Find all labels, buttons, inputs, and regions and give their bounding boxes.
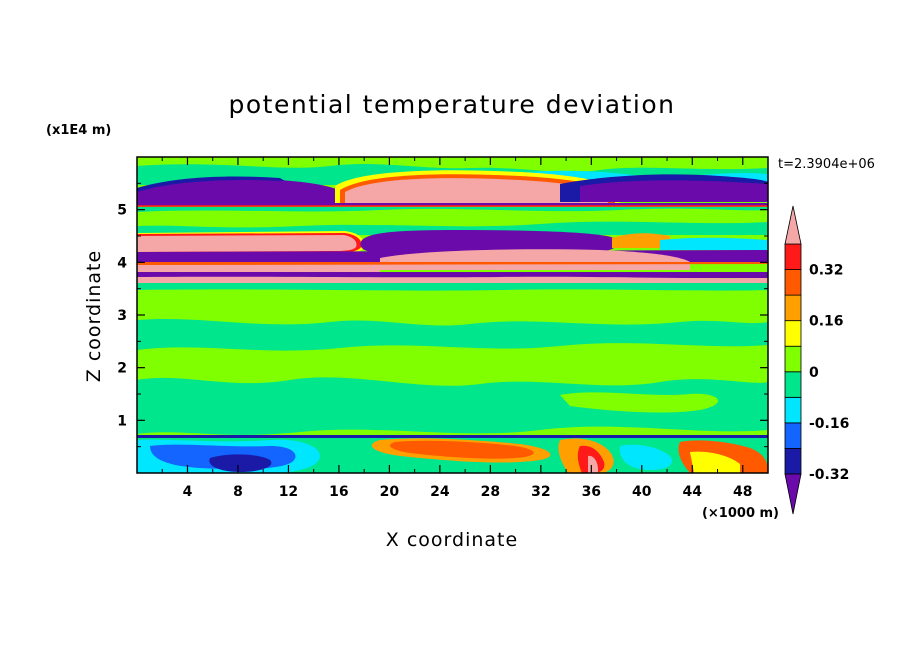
- band-52-purple-east-core: [580, 180, 768, 202]
- colorbar-bin: [784, 294, 802, 322]
- y-axis-label: Z coordinate: [83, 250, 105, 382]
- colorbar-over-triangle: [784, 205, 802, 245]
- colorbar: 0.32 0.16 0 -0.16 -0.32: [784, 205, 849, 515]
- band-39-pink-mid: [380, 249, 690, 270]
- bl-cyan-east: [619, 444, 672, 470]
- colorbar-bin: [784, 396, 802, 424]
- bl-yellow-far-east: [690, 451, 740, 473]
- colorbar-bin: [784, 448, 802, 475]
- x-tick-label: 20: [380, 484, 400, 500]
- bl-navy-west: [209, 454, 272, 472]
- mid-green-patch-1: [137, 318, 768, 351]
- band-47-lightgreen: [137, 208, 768, 228]
- colorbar-bin: [784, 371, 802, 398]
- band-52-pink: [345, 178, 608, 204]
- bl-red-mid: [390, 440, 534, 459]
- band-52-thin-line-red: [137, 205, 768, 207]
- mid-lightgreen-patch-2: [560, 392, 719, 413]
- time-label: t=2.3904e+06: [778, 157, 875, 172]
- y-unit-label: (x1E4 m): [46, 123, 111, 138]
- band-38-purple: [137, 272, 768, 278]
- x-axis: 4 8 12 16 20 24 28 32 36 40 44 48: [161, 157, 753, 500]
- colorbar-bin: [784, 243, 802, 270]
- x-tick-label: 48: [733, 484, 752, 500]
- colorbar-bin: [784, 422, 802, 449]
- chart-title: potential temperature deviation: [229, 90, 676, 119]
- band-43-purple-mid: [360, 230, 618, 252]
- y-axis: 1 2 3 4 5: [117, 182, 768, 448]
- bl-pink-east: [588, 455, 598, 473]
- colorbar-label: 0: [809, 365, 819, 381]
- plot-area: [137, 157, 768, 473]
- band-52-thin-line: [137, 203, 768, 206]
- mid-lightgreen-patch-3: [137, 296, 768, 316]
- y-tick-label: 4: [117, 255, 127, 271]
- x-axis-label: X coordinate: [386, 529, 518, 551]
- x-tick-label: 8: [233, 484, 243, 500]
- x-tick-label: 40: [632, 484, 652, 500]
- colorbar-under-triangle: [784, 473, 802, 515]
- y-tick-label: 1: [117, 413, 127, 429]
- band-36-green-fringe: [137, 283, 768, 291]
- band-39-orange-line: [137, 262, 768, 265]
- x-tick-label: 36: [582, 484, 601, 500]
- x-tick-label: 16: [329, 484, 348, 500]
- band-39-pink-west: [137, 264, 380, 274]
- y-tick-label: 2: [117, 361, 127, 377]
- colorbar-bin: [784, 345, 802, 373]
- colorbar-bin: [784, 269, 802, 296]
- x-tick-label: 28: [481, 484, 500, 500]
- x-tick-label: 24: [430, 484, 450, 500]
- colorbar-bin: [784, 320, 802, 347]
- x-tick-label: 44: [683, 484, 703, 500]
- y-tick-label: 5: [117, 203, 127, 219]
- x-tick-label: 12: [279, 484, 298, 500]
- x-tick-label: 32: [531, 484, 550, 500]
- band-37-pink: [137, 276, 768, 284]
- colorbar-label: -0.32: [809, 467, 849, 483]
- colorbar-label: -0.16: [809, 416, 849, 432]
- band-52-blue-rim: [137, 176, 285, 192]
- y-tick-label: 3: [117, 308, 127, 324]
- colorbar-label: 0.16: [809, 314, 844, 330]
- band-top-lightgreen: [137, 157, 768, 172]
- mid-green-patch-2: [137, 377, 768, 435]
- mid-lightgreen-patch: [170, 358, 329, 378]
- band-43-orange-east: [612, 233, 670, 248]
- colorbar-label: 0.32: [809, 263, 844, 279]
- band-43-cyan-east: [660, 237, 768, 250]
- bl-top-line: [137, 435, 768, 438]
- band-52-purple-west: [137, 178, 350, 204]
- x-unit-label: (×1000 m): [702, 506, 779, 521]
- band-43-pink-west: [137, 235, 357, 252]
- x-tick-label: 4: [183, 484, 193, 500]
